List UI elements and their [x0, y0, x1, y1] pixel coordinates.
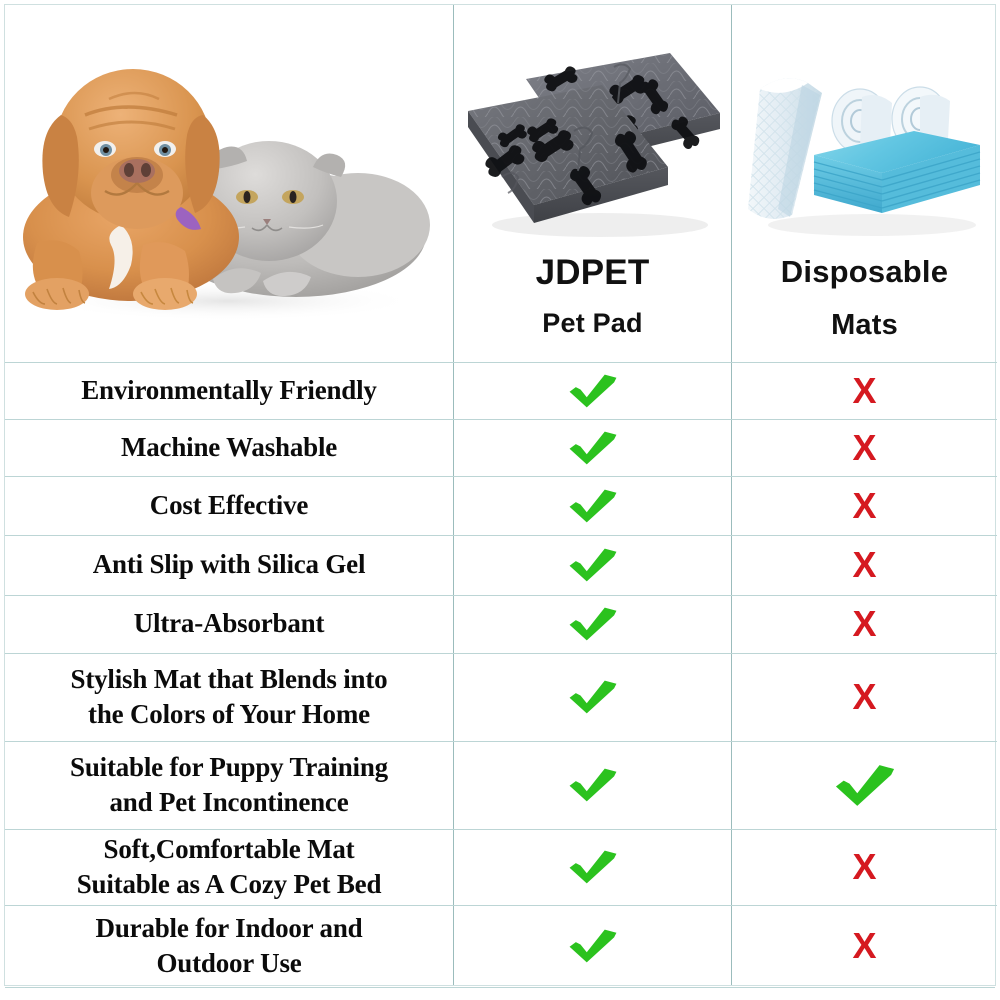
mark-cell-disposable: X — [732, 829, 997, 905]
dog-illustration — [23, 69, 239, 310]
mark-cell-jdpet — [454, 595, 731, 653]
disposable-mats-image — [742, 27, 988, 242]
comparison-table: JDPET Pet Pad — [4, 4, 997, 988]
header-cell-jdpet: JDPET Pet Pad — [454, 5, 731, 362]
cross-icon: X — [852, 676, 877, 717]
cross-icon: X — [852, 544, 877, 585]
column-divider-left — [453, 5, 454, 985]
mark-cell-jdpet — [454, 653, 731, 741]
feature-label-cell: Suitable for Puppy Training and Pet Incon… — [5, 741, 453, 829]
feature-label-cell: Durable for Indoor and Outdoor Use — [5, 905, 453, 987]
check-icon — [834, 763, 896, 808]
feature-label-text: Cost Effective — [149, 489, 309, 520]
feature-label-cell: Ultra-Absorbant — [5, 595, 453, 653]
table-row: Anti Slip with Silica Gel X — [5, 535, 997, 595]
table-row: Durable for Indoor and Outdoor Use X — [5, 905, 997, 987]
feature-label-cell: Soft,Comfortable Mat Suitable as A Cozy P… — [5, 829, 453, 905]
feature-label-text: Anti Slip with Silica Gel — [92, 549, 366, 580]
table-row: Suitable for Puppy Training and Pet Incon… — [5, 741, 997, 829]
mark-cell-jdpet — [454, 362, 731, 419]
cross-icon: X — [852, 426, 877, 468]
row-divider — [5, 905, 997, 906]
table-row: Environmentally Friendly X — [5, 362, 997, 419]
puppy-and-kitten-photo — [13, 29, 445, 329]
header-title-disposable-line1: Disposable — [780, 254, 949, 289]
row-divider — [5, 741, 997, 742]
table-header: JDPET Pet Pad — [5, 5, 997, 362]
mark-cell-disposable: X — [732, 905, 997, 987]
feature-label-cell: Environmentally Friendly — [5, 362, 453, 419]
check-icon — [568, 547, 618, 583]
mark-cell-jdpet — [454, 476, 731, 535]
cross-icon: X — [852, 484, 877, 526]
row-divider — [5, 535, 997, 536]
table-row: Ultra-Absorbant X — [5, 595, 997, 653]
mark-cell-disposable: X — [732, 653, 997, 741]
cross-icon: X — [852, 369, 877, 411]
table-row: Soft,Comfortable Mat Suitable as A Cozy P… — [5, 829, 997, 905]
feature-label-text: Machine Washable — [120, 431, 338, 462]
row-divider — [5, 476, 997, 477]
mark-cell-disposable: X — [732, 362, 997, 419]
cross-icon: X — [852, 603, 877, 644]
table-row: Stylish Mat that Blends into the Colors o… — [5, 653, 997, 741]
mark-cell-disposable: X — [732, 535, 997, 595]
mark-cell-jdpet — [454, 741, 731, 829]
mark-cell-disposable: X — [732, 476, 997, 535]
check-icon — [568, 430, 618, 466]
check-icon — [568, 373, 618, 409]
feature-label-cell: Anti Slip with Silica Gel — [5, 535, 453, 595]
table-row: Cost Effective X — [5, 476, 997, 535]
jdpet-pet-pad-image — [462, 27, 724, 242]
check-icon — [568, 928, 618, 964]
header-cell-pets — [5, 5, 453, 362]
feature-label-text: Suitable for Puppy Training and Pet Incon… — [70, 751, 388, 817]
table-bottom-border — [5, 987, 995, 988]
row-divider — [5, 419, 997, 420]
header-title-disposable-line2: Mats — [831, 309, 898, 341]
row-divider — [5, 595, 997, 596]
feature-label-cell: Stylish Mat that Blends into the Colors o… — [5, 653, 453, 741]
header-cell-disposable: Disposable Mats — [732, 5, 997, 362]
feature-label-text: Ultra-Absorbant — [133, 608, 325, 639]
check-icon — [568, 679, 618, 715]
feature-label-cell: Cost Effective — [5, 476, 453, 535]
mark-cell-jdpet — [454, 829, 731, 905]
mark-cell-disposable: X — [732, 419, 997, 476]
header-title-jdpet-line1: JDPET — [535, 253, 650, 292]
feature-label-text: Durable for Indoor and Outdoor Use — [95, 912, 363, 978]
cross-icon: X — [852, 925, 877, 966]
mark-cell-jdpet — [454, 419, 731, 476]
mark-cell-jdpet — [454, 905, 731, 987]
check-icon — [568, 488, 618, 524]
column-divider-right — [731, 5, 732, 985]
mark-cell-disposable — [732, 741, 997, 829]
table-row: Machine Washable X — [5, 419, 997, 476]
check-icon — [568, 606, 618, 642]
check-icon — [568, 849, 618, 885]
check-icon — [568, 767, 618, 803]
feature-label-cell: Machine Washable — [5, 419, 453, 476]
row-divider — [5, 653, 997, 654]
mark-cell-jdpet — [454, 535, 731, 595]
mark-cell-disposable: X — [732, 595, 997, 653]
feature-label-text: Stylish Mat that Blends into the Colors o… — [70, 663, 388, 729]
feature-label-text: Soft,Comfortable Mat Suitable as A Cozy P… — [76, 833, 382, 899]
header-title-jdpet-line2: Pet Pad — [542, 308, 643, 338]
row-divider — [5, 362, 997, 363]
feature-label-text: Environmentally Friendly — [81, 374, 377, 405]
row-divider — [5, 829, 997, 830]
cross-icon: X — [852, 846, 877, 887]
